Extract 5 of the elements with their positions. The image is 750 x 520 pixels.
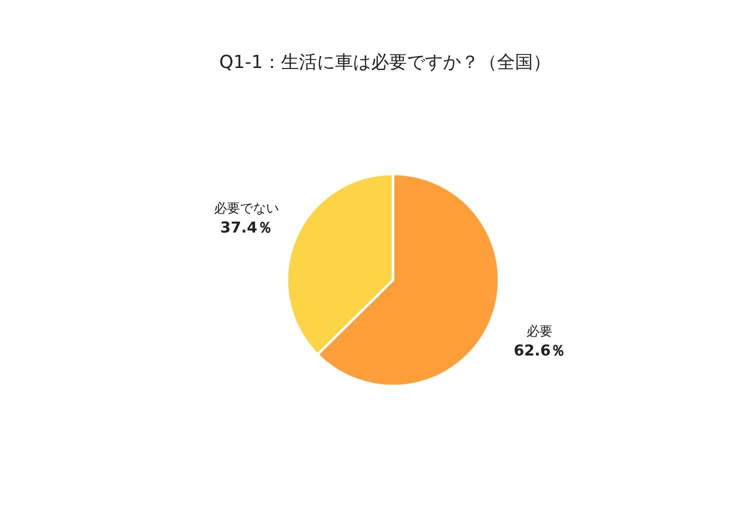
data-label: 37.4％: [220, 218, 272, 237]
slice-label: 必要: [526, 324, 553, 340]
chart-title: Q1-1：生活に車は必要ですか？（全国）: [219, 52, 551, 73]
slice-label: 必要でない: [214, 202, 279, 217]
data-label: 62.6％: [514, 341, 566, 360]
